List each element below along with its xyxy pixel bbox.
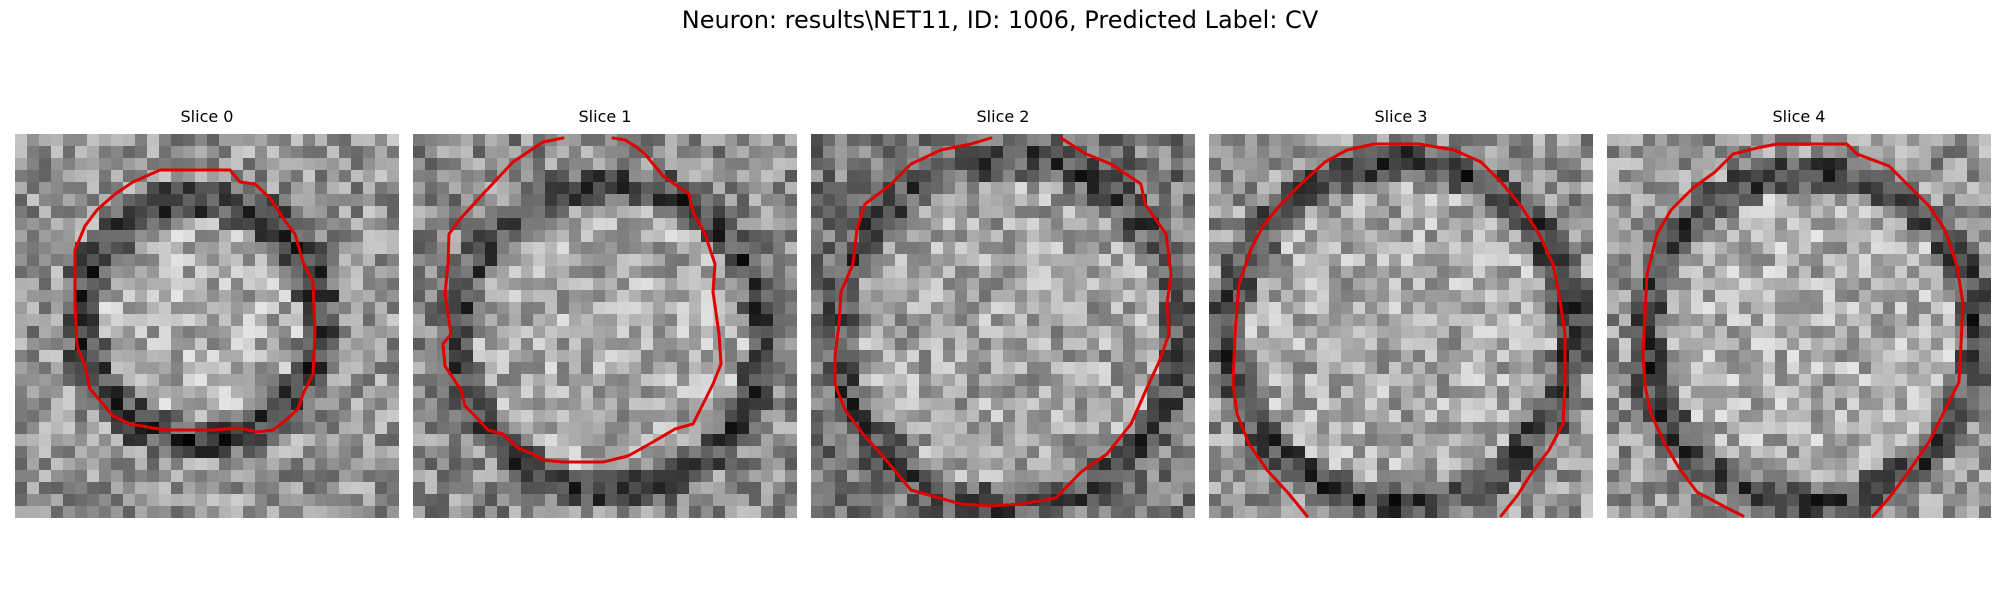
slice-image xyxy=(413,134,797,518)
slice-contour-overlay xyxy=(1231,142,1567,518)
slice-contour-overlay xyxy=(73,168,317,434)
slice-title: Slice 3 xyxy=(1374,107,1428,126)
slice-contour-overlay xyxy=(441,136,723,464)
slice-panel-0: Slice 0 xyxy=(15,107,399,518)
figure-title: Neuron: results\NET11, ID: 1006, Predict… xyxy=(681,6,1319,34)
slice-contour-overlay xyxy=(833,136,1173,508)
cell-boundary-contour xyxy=(833,136,1173,508)
slice-title: Slice 4 xyxy=(1772,107,1826,126)
slice-panel-1: Slice 1 xyxy=(413,107,797,518)
slice-panel-3: Slice 3 xyxy=(1209,107,1593,518)
slice-title: Slice 2 xyxy=(976,107,1030,126)
slice-panel-4: Slice 4 xyxy=(1607,107,1991,518)
cell-boundary-contour xyxy=(441,136,723,464)
slice-title: Slice 1 xyxy=(578,107,632,126)
cell-boundary-contour xyxy=(1641,142,1965,518)
cell-boundary-contour xyxy=(73,168,317,434)
slice-image xyxy=(1209,134,1593,518)
slice-contour-overlay xyxy=(1641,142,1965,518)
cell-boundary-contour xyxy=(1231,142,1567,518)
slice-image xyxy=(15,134,399,518)
slice-title: Slice 0 xyxy=(180,107,234,126)
slice-panel-2: Slice 2 xyxy=(811,107,1195,518)
